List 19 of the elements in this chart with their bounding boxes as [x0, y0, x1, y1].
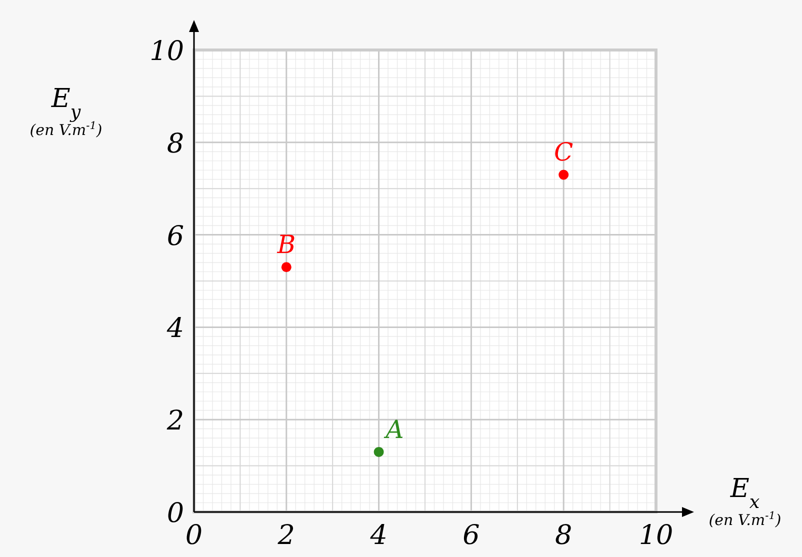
x-tick-label: 2 — [276, 520, 295, 551]
x-tick-label: 6 — [462, 520, 480, 551]
x-axis-title: E$_{x}$ (en V.m$^{-1}$) — [708, 474, 782, 529]
x-tick-label: 8 — [555, 520, 572, 551]
x-tick-label: 10 — [638, 520, 674, 551]
y-tick-label: 8 — [166, 128, 184, 160]
x-tick-label: 4 — [369, 520, 388, 551]
y-tick-label: 10 — [150, 36, 184, 67]
annotation: A — [384, 414, 404, 444]
y-tick-label: 4 — [166, 313, 184, 344]
point — [374, 446, 384, 457]
y-axis-title: E$_{y}$ (en V.m$^{-1}$) — [30, 84, 102, 139]
y-tick-label: 6 — [166, 220, 184, 252]
y-tick-label: 0 — [166, 498, 184, 529]
y-tick-label: 2 — [166, 406, 184, 437]
annotation: B — [276, 230, 296, 260]
point — [281, 262, 292, 272]
point — [558, 170, 569, 180]
annotation: C — [554, 138, 574, 167]
